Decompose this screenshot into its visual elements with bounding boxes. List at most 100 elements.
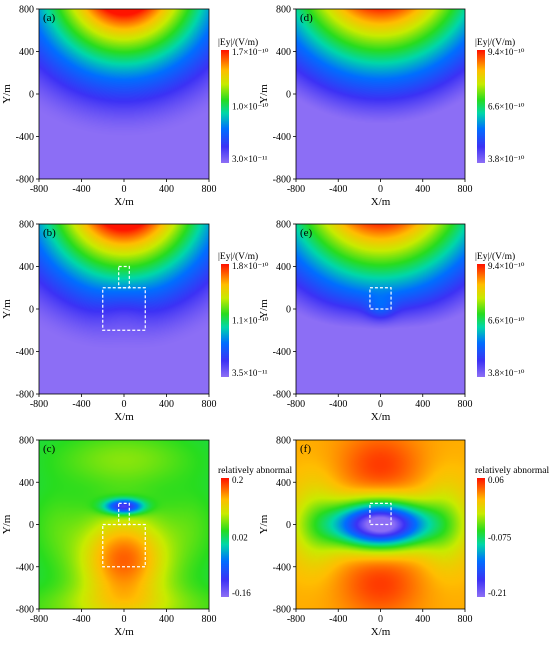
colorbar-e: |Ey|/(V/m)9.4×10⁻¹⁰ 6.6×10⁻¹⁰ 3.8×10⁻¹⁰ (475, 251, 525, 378)
colorbar-tick-label: 3.5×10⁻¹¹ (232, 368, 268, 378)
x-tick-label: 800 (202, 184, 217, 195)
y-tick-label: -400 (16, 132, 34, 143)
panel-label: (f) (300, 443, 311, 455)
y-tick-label: 400 (276, 47, 291, 58)
colorbar-d: |Ey|/(V/m)9.4×10⁻¹⁰ 6.6×10⁻¹⁰ 3.8×10⁻¹⁰ (475, 37, 525, 164)
y-tick-label: -400 (273, 132, 291, 143)
panel-a: (a)-800 -400 0 400 800X/m8004000-400-800Y/m|… (1, 5, 269, 209)
y-axis-label: Y/m (258, 84, 270, 104)
anomaly-box (369, 502, 392, 526)
x-tick-label: -800 (287, 399, 305, 410)
x-tick-label: -400 (72, 399, 90, 410)
x-axis-label: X/m (371, 196, 391, 208)
colorbar-gradient (221, 264, 229, 377)
y-tick-label: 400 (276, 478, 291, 489)
anomaly-box (369, 287, 392, 310)
x-tick-label: 0 (122, 184, 127, 195)
colorbar-gradient (477, 478, 485, 597)
heatmap-d (296, 9, 465, 179)
colorbar-tick-label: 3.8×10⁻¹⁰ (488, 154, 525, 164)
y-tick-label: -800 (273, 175, 291, 186)
colorbar-title: |Ey|/(V/m) (218, 251, 258, 262)
y-tick-label: 0 (29, 520, 34, 531)
y-tick-label: -800 (16, 605, 34, 616)
colorbar-gradient (221, 478, 229, 597)
panel-label: (a) (43, 12, 56, 24)
y-tick-label: 800 (276, 5, 291, 16)
x-tick-label: 800 (202, 614, 217, 625)
x-tick-label: 400 (159, 184, 174, 195)
panel-f: (f) -800 -400 0 400 800 X/m 800 400 0 -400 -800 Y/m r… (258, 436, 549, 639)
colorbar-tick-label: 3.0×10⁻¹¹ (232, 154, 268, 164)
y-tick-label: -400 (273, 562, 291, 573)
panel-label: (d) (300, 12, 313, 24)
y-tick-label: 0 (29, 90, 34, 101)
anomaly-box (102, 287, 146, 331)
y-tick-label: 0 (286, 90, 291, 101)
colorbar-tick-label: 9.4×10⁻¹⁰ (488, 47, 525, 57)
colorbar-tick-label: 1.8×10⁻¹⁰ (232, 261, 269, 271)
y-tick-label: 400 (276, 262, 291, 273)
x-tick-label: 400 (159, 614, 174, 625)
colorbar-tick-label: 6.6×10⁻¹⁰ (488, 102, 525, 112)
x-axis-label: X/m (114, 411, 134, 423)
panel-c: (c)-800 -400 0 400 800X/m8004000-400-800Y/mr… (1, 436, 292, 639)
colorbar-tick-label: 0.02 (232, 533, 248, 543)
x-tick-label: 0 (122, 399, 127, 410)
panel-label: (c) (43, 443, 56, 455)
x-tick-label: -400 (72, 614, 90, 625)
colorbar-tick-label: 1.7×10⁻¹⁰ (232, 47, 269, 57)
x-tick-label: 800 (202, 399, 217, 410)
y-tick-label: 800 (19, 5, 34, 16)
x-axis-label: X/m (114, 196, 134, 208)
colorbar-tick-label: -0.21 (488, 588, 507, 598)
colorbar-b: |Ey|/(V/m)1.8×10⁻¹⁰ 1.1×10⁻¹⁰ 3.5×10⁻¹¹ (218, 251, 269, 378)
panel-d: (d) -800 -400 0 400 800 X/m 800 400 0 -400 -800 Y/m |… (258, 5, 525, 209)
y-tick-label: 0 (286, 520, 291, 531)
colorbar-gradient (477, 264, 485, 377)
y-axis-label: Y/m (258, 299, 270, 319)
y-tick-label: -800 (16, 175, 34, 186)
x-tick-label: 0 (122, 614, 127, 625)
colorbar-tick-label: -0.075 (488, 533, 512, 543)
y-axis-label: Y/m (1, 514, 13, 534)
panel-e: (e) -800 -400 0 400 800 X/m 800 400 0 -400 -800 Y/m |… (258, 220, 525, 424)
colorbar-tick-label: 3.8×10⁻¹⁰ (488, 368, 525, 378)
colorbar-tick-label: 1.0×10⁻¹⁰ (232, 102, 269, 112)
panel-b: (b)-800 -400 0 400 800X/m8004000-400-800Y/m|… (1, 220, 269, 424)
y-tick-label: 800 (276, 220, 291, 231)
x-tick-label: -800 (287, 184, 305, 195)
y-tick-label: -400 (16, 347, 34, 358)
x-tick-label: -800 (287, 614, 305, 625)
x-tick-label: -400 (72, 184, 90, 195)
panel-label: (e) (300, 227, 313, 239)
x-tick-label: 800 (458, 399, 473, 410)
x-tick-label: 800 (458, 184, 473, 195)
y-tick-label: 800 (19, 436, 34, 447)
colorbar-title: relatively abnormal (218, 466, 292, 476)
x-tick-label: 400 (415, 184, 430, 195)
y-tick-label: 400 (19, 262, 34, 273)
x-tick-label: 400 (159, 399, 174, 410)
x-axis-label: X/m (114, 626, 134, 638)
x-tick-label: 800 (458, 614, 473, 625)
x-tick-label: 0 (378, 184, 383, 195)
y-tick-label: 0 (29, 305, 34, 316)
panel-label: (b) (43, 227, 56, 239)
x-axis-label: X/m (371, 411, 391, 423)
heatmap-a (39, 9, 209, 179)
y-tick-label: 400 (19, 47, 34, 58)
y-tick-label: -800 (16, 390, 34, 401)
colorbar-tick-label: 0.06 (488, 475, 504, 485)
x-tick-label: 0 (378, 614, 383, 625)
y-tick-label: -800 (273, 390, 291, 401)
colorbar-gradient (221, 50, 229, 163)
colorbar-tick-label: 9.4×10⁻¹⁰ (488, 261, 525, 271)
x-tick-label: -800 (30, 184, 48, 195)
y-axis-label: Y/m (1, 84, 13, 104)
colorbar-tick-label: 0.2 (232, 475, 243, 485)
